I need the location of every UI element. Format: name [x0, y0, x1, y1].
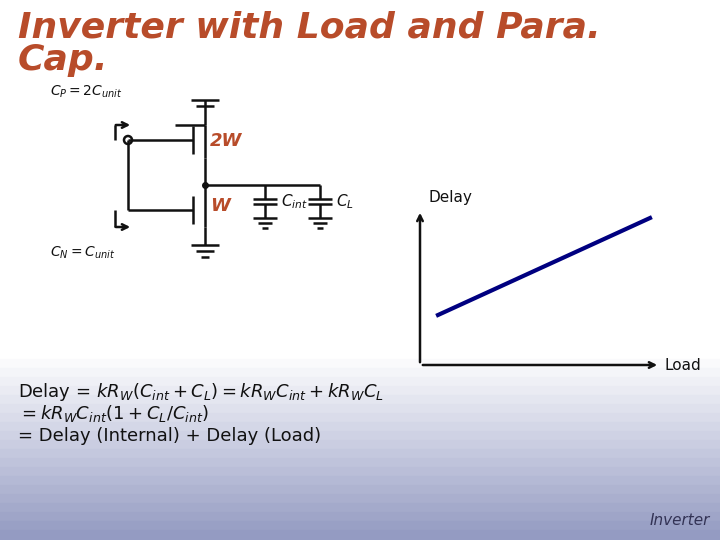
Bar — [0, 350, 720, 360]
Bar — [0, 296, 720, 306]
Bar — [0, 323, 720, 333]
Bar — [0, 71, 720, 81]
Bar — [0, 8, 720, 18]
Bar — [0, 305, 720, 315]
Bar — [0, 215, 720, 225]
Bar — [0, 332, 720, 342]
Bar — [0, 512, 720, 522]
Bar — [0, 440, 720, 450]
Bar — [0, 242, 720, 252]
Bar — [0, 62, 720, 72]
Bar — [0, 503, 720, 513]
Bar — [0, 368, 720, 378]
Text: = Delay (Internal) + Delay (Load): = Delay (Internal) + Delay (Load) — [18, 427, 321, 445]
Bar — [0, 179, 720, 189]
Bar — [0, 233, 720, 243]
Text: Cap.: Cap. — [18, 43, 109, 77]
Bar — [0, 260, 720, 270]
Bar — [0, 152, 720, 162]
Bar — [0, 107, 720, 117]
Bar — [0, 224, 720, 234]
Bar — [0, 170, 720, 180]
Bar — [0, 458, 720, 468]
Bar — [0, 53, 720, 63]
Text: Load: Load — [665, 357, 702, 373]
Bar — [0, 188, 720, 198]
Bar — [0, 476, 720, 486]
Bar — [0, 0, 720, 9]
Text: W: W — [210, 197, 230, 215]
Text: $= kR_W C_{int}(1 + C_L /C_{int})$: $= kR_W C_{int}(1 + C_L /C_{int})$ — [18, 403, 209, 424]
Text: Delay: Delay — [428, 190, 472, 205]
Bar — [0, 386, 720, 396]
Bar — [0, 26, 720, 36]
Bar — [0, 404, 720, 414]
Text: $C_P = 2C_{unit}$: $C_P = 2C_{unit}$ — [50, 84, 122, 100]
Bar — [0, 377, 720, 387]
Bar — [0, 116, 720, 126]
Text: $C_{int}$: $C_{int}$ — [281, 192, 308, 211]
Bar — [0, 494, 720, 504]
Bar — [0, 530, 720, 540]
Bar — [0, 278, 720, 288]
Bar — [0, 269, 720, 279]
Bar — [0, 359, 720, 369]
Bar — [0, 98, 720, 108]
Text: Delay = $kR_W(C_{int} + C_L) = kR_WC_{int} + kR_WC_L$: Delay = $kR_W(C_{int} + C_L) = kR_WC_{in… — [18, 381, 384, 403]
Bar — [0, 197, 720, 207]
Text: $C_L$: $C_L$ — [336, 192, 354, 211]
Bar — [0, 422, 720, 432]
Bar — [0, 314, 720, 324]
Text: Inverter with Load and Para.: Inverter with Load and Para. — [18, 10, 600, 44]
Bar — [0, 206, 720, 216]
Bar — [0, 35, 720, 45]
Bar — [0, 125, 720, 135]
Bar — [0, 17, 720, 27]
Text: Inverter: Inverter — [649, 513, 710, 528]
Bar — [0, 143, 720, 153]
Bar — [0, 287, 720, 297]
Text: $C_N = C_{unit}$: $C_N = C_{unit}$ — [50, 245, 115, 261]
Bar — [0, 467, 720, 477]
Bar — [0, 89, 720, 99]
Bar — [0, 431, 720, 441]
Bar — [0, 395, 720, 405]
Bar — [0, 413, 720, 423]
Text: 2W: 2W — [210, 132, 243, 151]
Bar — [0, 341, 720, 351]
Bar — [0, 80, 720, 90]
Bar — [0, 134, 720, 144]
Bar — [0, 44, 720, 54]
Bar — [0, 521, 720, 531]
Bar — [0, 251, 720, 261]
Bar — [0, 161, 720, 171]
Bar — [0, 485, 720, 495]
Bar — [0, 449, 720, 459]
